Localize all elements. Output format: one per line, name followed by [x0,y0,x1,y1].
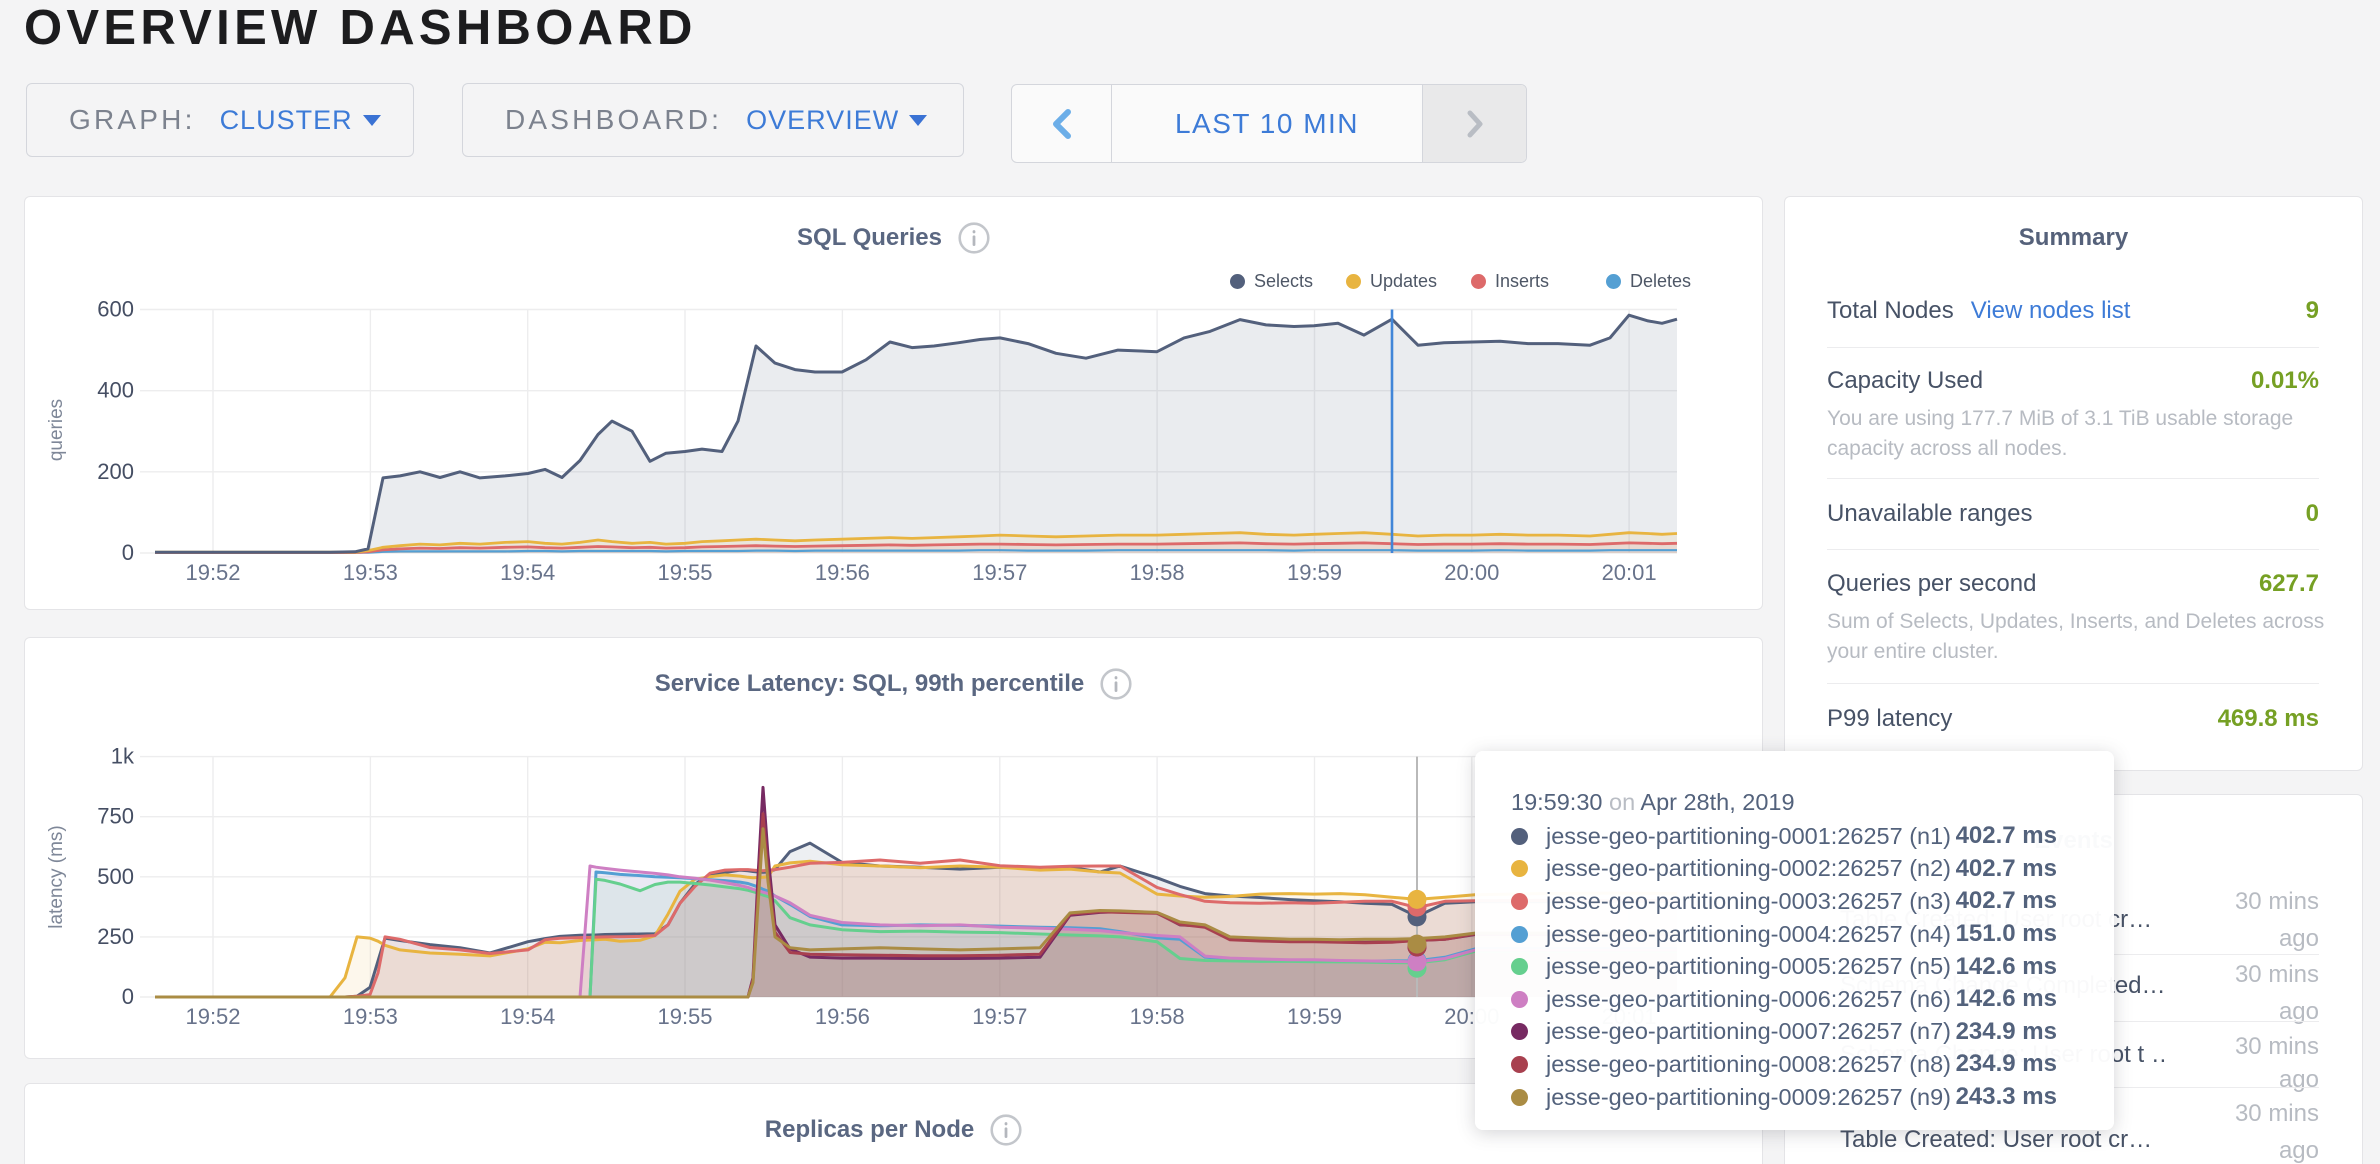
svg-text:queries: queries [46,399,67,461]
svg-text:20:01: 20:01 [1602,560,1657,585]
svg-text:0: 0 [122,984,134,1009]
svg-text:19:58: 19:58 [1130,1004,1185,1029]
svg-text:19:56: 19:56 [815,560,870,585]
svg-text:200: 200 [97,459,134,484]
svg-text:19:55: 19:55 [657,1004,712,1029]
svg-text:250: 250 [97,924,134,949]
svg-text:19:54: 19:54 [500,560,555,585]
svg-text:750: 750 [97,804,134,829]
svg-text:19:53: 19:53 [343,1004,398,1029]
svg-text:400: 400 [97,378,134,403]
svg-text:19:53: 19:53 [343,560,398,585]
svg-text:19:54: 19:54 [500,1004,555,1029]
svg-text:19:59: 19:59 [1287,560,1342,585]
svg-text:1k: 1k [111,744,135,769]
svg-text:20:00: 20:00 [1444,560,1499,585]
svg-text:0: 0 [122,540,134,565]
svg-text:600: 600 [97,297,134,322]
svg-text:19:57: 19:57 [972,560,1027,585]
svg-text:500: 500 [97,864,134,889]
svg-text:19:55: 19:55 [657,560,712,585]
svg-text:19:52: 19:52 [185,1004,240,1029]
svg-text:19:57: 19:57 [972,1004,1027,1029]
svg-text:19:52: 19:52 [185,560,240,585]
svg-text:19:58: 19:58 [1130,560,1185,585]
svg-text:19:59: 19:59 [1287,1004,1342,1029]
svg-text:19:56: 19:56 [815,1004,870,1029]
svg-text:latency (ms): latency (ms) [46,825,67,928]
